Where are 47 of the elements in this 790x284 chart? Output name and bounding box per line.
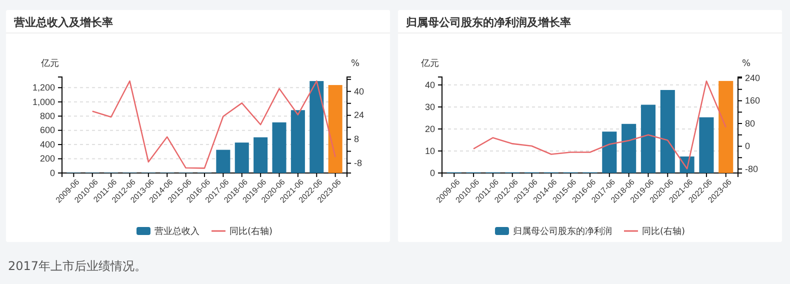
y-axis-title: 亿元 (420, 58, 439, 69)
y-tick-label: 10 (424, 146, 435, 156)
y2-tick-label: 80 (745, 118, 756, 128)
bar (216, 150, 230, 173)
bar (272, 122, 286, 173)
y2-tick-label: -8 (354, 158, 362, 168)
y-axis-title: 亿元 (40, 58, 59, 69)
bar (290, 110, 305, 173)
y-tick-label: 400 (40, 139, 55, 150)
legend-label: 同比(右轴) (642, 226, 686, 237)
y2-tick-label: 160 (745, 96, 760, 106)
y2-tick-label: 8 (354, 134, 360, 144)
legend-label: 同比(右轴) (229, 226, 273, 237)
y-tick-label: 0 (50, 168, 55, 178)
y-tick-label: 800 (40, 110, 55, 121)
bar (718, 80, 734, 173)
bar (328, 85, 342, 173)
chart-title: 营业总收入及增长率 (13, 16, 113, 29)
y2-axis-title: % (351, 59, 360, 69)
y2-tick-label: 0 (745, 141, 750, 152)
bar (699, 117, 714, 173)
y2-axis-title: % (742, 59, 751, 69)
bar (234, 142, 249, 173)
y-tick-label: 40 (424, 80, 435, 90)
y2-tick-label: 24 (354, 110, 364, 120)
bar (640, 104, 656, 173)
y-tick-label: 20 (424, 124, 435, 134)
y-tick-label: 30 (424, 102, 435, 112)
y2-tick-label: -80 (745, 164, 758, 174)
y-tick-label: 1,000 (32, 96, 55, 107)
bar (254, 137, 268, 173)
legend-label: 归属母公司股东的净利润 (512, 226, 612, 237)
bar (310, 81, 324, 173)
text: 2017年上市后业绩情况。 (8, 259, 147, 273)
y2-tick-label: 240 (745, 72, 760, 83)
y-tick-label: 600 (40, 125, 55, 136)
y2-tick-label: 40 (354, 86, 364, 96)
y-tick-label: 0 (430, 168, 435, 178)
y-tick-label: 1,200 (32, 82, 55, 93)
bar (602, 132, 617, 173)
y-tick-label: 200 (40, 154, 55, 164)
chart-title: 归属母公司股东的净利润及增长率 (405, 16, 571, 29)
line-series (92, 80, 336, 169)
bar (622, 124, 636, 173)
bar (660, 90, 675, 173)
legend-label: 营业总收入 (154, 226, 200, 237)
line-series (472, 80, 727, 170)
